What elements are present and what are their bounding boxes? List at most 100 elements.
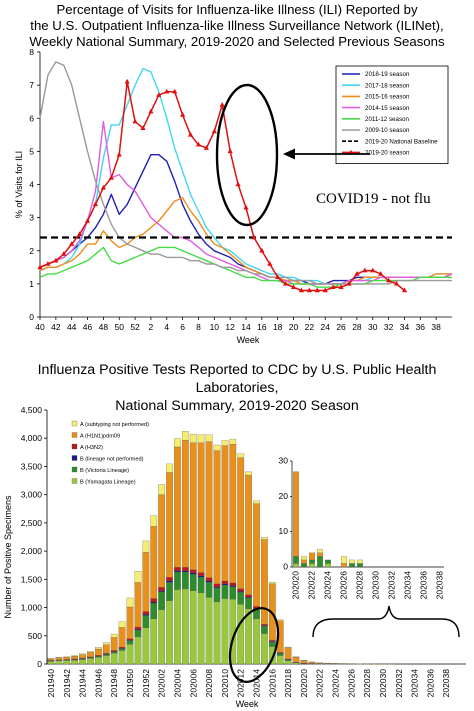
data-point-marker (306, 287, 312, 293)
data-point-marker (243, 204, 249, 210)
bar-segment (174, 446, 181, 568)
x-tick-label: 34 (400, 322, 410, 332)
bar-segment (126, 644, 134, 665)
y-tick-label: 2,000 (21, 546, 43, 556)
legend-swatch (71, 420, 78, 427)
x-tick-label: 46 (83, 322, 93, 332)
inset-bar-segment (357, 559, 363, 564)
data-point-marker (338, 284, 344, 289)
legend-entry: 2009-10 season (365, 127, 410, 134)
inset-bar-segment (293, 471, 299, 557)
bar-segment (221, 445, 229, 582)
bar-segment (245, 597, 252, 609)
bar-segment (276, 655, 284, 665)
bar-segment (158, 587, 165, 591)
x-tick-label: 201942 (62, 669, 72, 698)
legend-entry: 2019-20 National Baseline (365, 138, 438, 145)
x-tick-label: 201952 (141, 669, 151, 698)
bar-segment (181, 588, 189, 665)
bar-segment (292, 662, 300, 665)
inset-x-tick-label: 202026 (339, 571, 349, 600)
legend-entry: 2019-20 season (365, 150, 410, 157)
x-tick-label: 30 (368, 322, 378, 332)
x-tick-label: 8 (196, 322, 201, 332)
data-point-marker (330, 284, 336, 289)
data-point-marker (77, 231, 83, 236)
bar-segment (79, 653, 86, 655)
legend-entry: 2014-15 season (365, 105, 410, 112)
y-tick-label: 6 (29, 113, 34, 123)
x-tick-label: 202030 (378, 669, 388, 698)
data-point-marker (393, 280, 400, 286)
x-tick-label: 202004 (172, 669, 182, 698)
bar-segment (205, 582, 213, 598)
bar-segment (197, 592, 205, 665)
y-tick-label: 4,000 (21, 433, 43, 443)
bottom-title-line: Influenza Positive Tests Reported to CDC… (37, 362, 437, 396)
bar-segment (110, 650, 118, 652)
x-tick-label: 202002 (157, 669, 167, 698)
bar-segment (253, 500, 260, 504)
bar-segment (229, 438, 237, 445)
bar-segment (237, 591, 245, 593)
data-point-marker (53, 257, 59, 263)
x-tick-label: 202038 (441, 669, 451, 698)
x-tick-label: 44 (67, 322, 77, 332)
inset-bar-segment (317, 552, 323, 557)
inset-bar-segment (309, 559, 315, 564)
x-tick-label: 202010 (220, 669, 230, 698)
bar-segment (134, 629, 142, 631)
bar-segment (229, 586, 237, 600)
data-point-marker (100, 184, 106, 190)
bar-segment (95, 655, 102, 657)
bar-segment (102, 642, 110, 645)
x-tick-label: 202028 (362, 669, 372, 698)
legend-entry: B (lineage not performed) (80, 457, 144, 463)
x-tick-label: 38 (431, 322, 441, 332)
bar-segment (213, 586, 221, 588)
bar-segment (126, 597, 134, 608)
legend-swatch (71, 432, 78, 438)
data-point-marker (322, 287, 328, 293)
data-point-marker (164, 88, 170, 94)
inset-bar-segment (317, 556, 323, 568)
bar-segment (189, 590, 197, 665)
x-tick-label: 42 (51, 322, 61, 332)
y-tick-label: 3,000 (21, 490, 43, 500)
bar-segment (110, 637, 118, 651)
bar-segment (118, 621, 126, 628)
bar-segment (197, 575, 205, 578)
inset-x-tick-label: 202028 (355, 571, 365, 600)
bar-segment (166, 582, 173, 601)
x-tick-label: 18 (273, 322, 283, 332)
data-point-marker (386, 277, 392, 283)
bar-segment (229, 582, 237, 586)
bar-segment (292, 656, 300, 663)
data-point-marker (61, 251, 67, 256)
legend-marker (348, 149, 354, 154)
inset-bar-segment (309, 552, 315, 561)
bar-segment (261, 626, 268, 634)
bar-segment (181, 440, 189, 568)
bar-segment (189, 572, 197, 575)
data-point-marker (227, 148, 233, 154)
y-tick-label: 7 (29, 80, 34, 90)
y-tick-label: 5 (29, 146, 34, 156)
bar-segment (268, 582, 276, 584)
bar-segment (158, 494, 165, 588)
y-tick-label: 3,500 (21, 461, 43, 471)
top-title-line: the U.S. Outpatient Influenza-like Illne… (30, 18, 444, 33)
bar-segment (237, 457, 245, 589)
data-point-marker (211, 128, 217, 134)
bar-segment (118, 646, 126, 649)
x-tick-label: 202034 (410, 669, 420, 698)
data-point-marker (140, 125, 146, 130)
bar-segment (158, 484, 165, 495)
bar-segment (213, 601, 221, 665)
bar-segment (110, 653, 118, 665)
bar-segment (63, 657, 71, 660)
legend-box (335, 65, 449, 164)
inset-bar-segment (325, 559, 331, 564)
y-tick-label: 2 (29, 246, 34, 256)
bar-segment (237, 588, 245, 592)
